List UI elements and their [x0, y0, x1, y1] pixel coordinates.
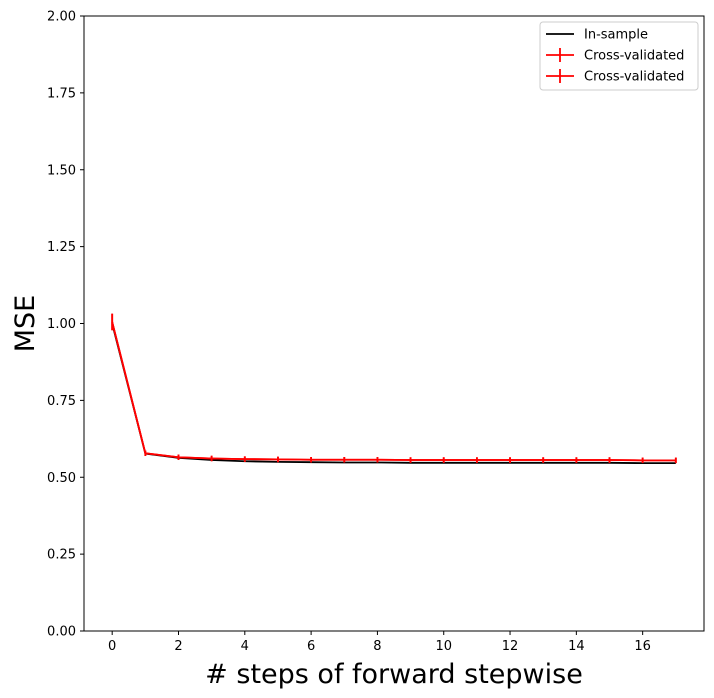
x-tick-label: 2	[174, 639, 182, 654]
legend-box	[539, 21, 699, 91]
x-tick-label: 16	[634, 639, 651, 654]
series-line	[111, 321, 676, 462]
y-tick-label: 1.25	[47, 240, 76, 255]
legend: In-sample Cross-validated Cross-validated	[539, 21, 699, 91]
series-1	[111, 323, 676, 465]
y-tick-label: 0.50	[47, 471, 76, 486]
y-tick-label: 1.75	[47, 86, 76, 101]
x-axis-label: # steps of forward stepwise	[205, 659, 583, 690]
x-tick-label: 6	[307, 639, 315, 654]
y-tick-label: 1.50	[47, 163, 76, 178]
y-tick-label: 0.25	[47, 548, 76, 563]
y-tick-label: 0.00	[47, 625, 76, 640]
legend-label: Cross-validated	[584, 70, 684, 85]
axis-ticks: 0 2 4 6 8 10 12 14 16 0.00 0.25 0.50 0.75 1.00 1.25 1.5…	[47, 10, 651, 655]
x-tick-label: 10	[435, 639, 452, 654]
x-tick-label: 8	[373, 639, 381, 654]
x-tick-label: 0	[108, 639, 116, 654]
y-tick-label: 2.00	[47, 10, 76, 25]
y-tick-label: 1.00	[47, 317, 76, 332]
y-axis-label: MSE	[10, 295, 41, 353]
y-tick-label: 0.75	[47, 394, 76, 409]
x-tick-label: 4	[241, 639, 249, 654]
plot-area	[111, 313, 677, 465]
series-line	[111, 323, 676, 465]
x-tick-label: 14	[568, 639, 585, 654]
legend-label: Cross-validated	[584, 49, 684, 64]
series-3	[111, 313, 677, 464]
legend-label: In-sample	[584, 28, 648, 43]
x-tick-label: 12	[502, 639, 519, 654]
